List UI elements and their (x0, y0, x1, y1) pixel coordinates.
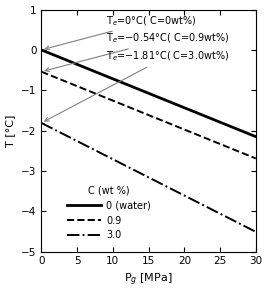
3.0 (221, 213, 224, 216)
0.9 (40, 70, 43, 74)
Line: 3.0: 3.0 (41, 123, 256, 232)
0.9 (221, 143, 224, 147)
3.0 (167, 186, 170, 189)
0 (water) (254, 135, 258, 138)
0 (water) (234, 127, 237, 130)
0.9 (254, 157, 258, 160)
0.9 (168, 122, 171, 125)
0 (water) (168, 100, 171, 103)
Y-axis label: T [°C]: T [°C] (6, 114, 16, 147)
3.0 (234, 220, 237, 223)
0.9 (234, 148, 237, 152)
0 (water) (221, 121, 224, 125)
Line: 0 (water): 0 (water) (41, 50, 256, 137)
3.0 (168, 186, 171, 190)
Text: T$_e$=0°C( C=0wt%): T$_e$=0°C( C=0wt%) (45, 14, 196, 50)
0 (water) (167, 99, 170, 103)
3.0 (40, 121, 43, 125)
0.9 (167, 121, 170, 125)
3.0 (171, 188, 174, 191)
0 (water) (40, 48, 43, 52)
0.9 (171, 123, 174, 126)
0 (water) (171, 101, 174, 105)
Text: T$_e$=−0.54°C( C=0.9wt%): T$_e$=−0.54°C( C=0.9wt%) (45, 32, 229, 71)
3.0 (254, 230, 258, 234)
Text: T$_e$=−1.81°C( C=3.0wt%): T$_e$=−1.81°C( C=3.0wt%) (45, 50, 229, 121)
0.9 (40, 70, 44, 74)
Legend: 0 (water), 0.9, 3.0: 0 (water), 0.9, 3.0 (63, 182, 155, 244)
X-axis label: P$_g$ [MPa]: P$_g$ [MPa] (124, 272, 173, 288)
3.0 (40, 121, 44, 125)
0 (water) (40, 49, 44, 52)
Line: 0.9: 0.9 (41, 72, 256, 158)
